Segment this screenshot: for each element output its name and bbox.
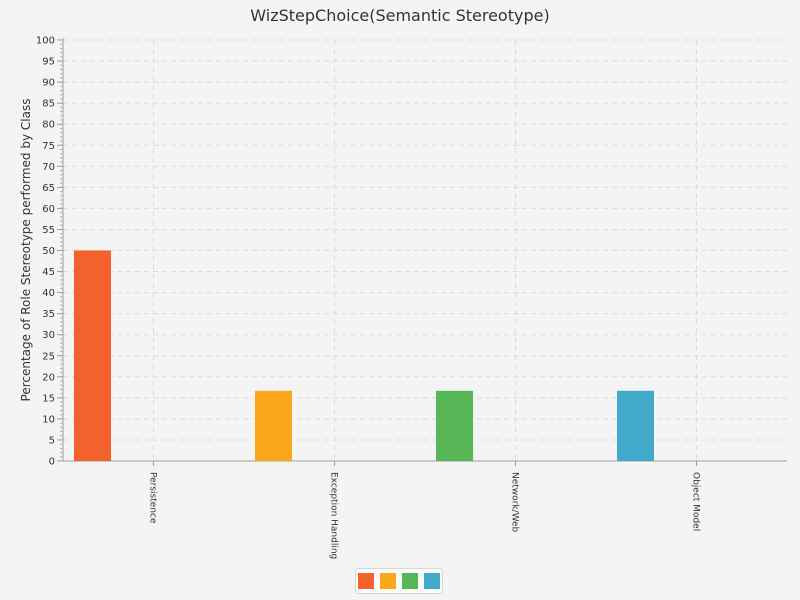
legend-swatch [358, 573, 374, 589]
legend-swatch [380, 573, 396, 589]
x-tick-label: Object Model [691, 472, 701, 531]
x-tick-label: Exception Handling [329, 472, 339, 559]
chart-title: WizStepChoice(Semantic Stereotype) [250, 6, 550, 25]
legend-swatch [402, 573, 418, 589]
legend [355, 568, 443, 594]
y-tick-label: 10 [42, 414, 55, 425]
y-tick-label: 95 [42, 57, 55, 68]
y-tick-label: 20 [42, 372, 55, 383]
y-tick-label: 60 [42, 204, 55, 215]
bar [74, 250, 111, 461]
bar [436, 390, 473, 461]
y-tick-label: 35 [42, 309, 55, 320]
y-tick-label: 30 [42, 330, 55, 341]
y-tick-label: 50 [42, 246, 55, 257]
y-tick-label: 40 [42, 288, 55, 299]
y-tick-label: 90 [42, 78, 55, 89]
bar [255, 390, 292, 461]
y-tick-label: 25 [42, 351, 55, 362]
y-tick-label: 80 [42, 120, 55, 131]
y-tick-label: 5 [49, 435, 55, 446]
x-tick-label: Persistence [148, 472, 158, 524]
y-tick-label: 85 [42, 99, 55, 110]
y-tick-label: 55 [42, 225, 55, 236]
bar [617, 390, 654, 461]
x-tick-label: Network/Web [510, 472, 520, 533]
legend-swatch [424, 573, 440, 589]
y-tick-label: 70 [42, 162, 55, 173]
y-tick-label: 100 [36, 36, 55, 47]
y-tick-label: 75 [42, 141, 55, 152]
y-tick-label: 65 [42, 183, 55, 194]
y-tick-label: 0 [49, 457, 55, 468]
y-tick-label: 15 [42, 393, 55, 404]
y-tick-label: 45 [42, 267, 55, 278]
